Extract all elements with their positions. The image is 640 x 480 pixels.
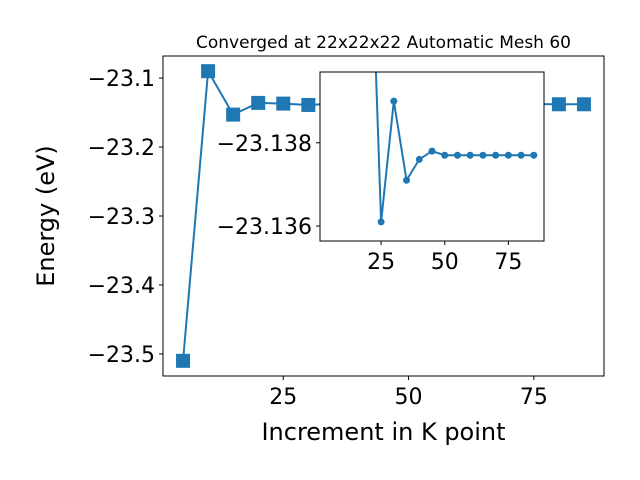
- chart-title: Converged at 22x22x22 Automatic Mesh 60: [196, 33, 571, 53]
- marker: [551, 97, 566, 112]
- marker: [479, 151, 487, 159]
- marker: [390, 97, 398, 105]
- x-tick-label: 25: [367, 250, 395, 275]
- marker: [377, 218, 385, 226]
- y-tick-label: −23.5: [88, 343, 155, 368]
- marker: [453, 151, 461, 159]
- x-tick-label: 50: [395, 385, 423, 410]
- plot-area: [374, 72, 538, 226]
- x-tick-label: 50: [431, 250, 459, 275]
- x-tick-label: 25: [269, 385, 297, 410]
- y-tick-label: −23.3: [88, 205, 155, 230]
- axes-frame: [162, 55, 605, 377]
- marker: [251, 95, 266, 110]
- y-tick-label: −23.2: [88, 136, 155, 161]
- marker: [428, 147, 436, 155]
- x-axis-label: Increment in K point: [261, 418, 505, 446]
- marker: [441, 151, 449, 159]
- marker: [576, 97, 591, 112]
- y-tick-label: −23.136: [217, 215, 312, 240]
- y-tick-label: −23.4: [88, 274, 155, 299]
- marker: [201, 64, 216, 79]
- marker: [466, 151, 474, 159]
- marker: [517, 151, 525, 159]
- marker: [415, 155, 423, 163]
- marker: [176, 353, 191, 368]
- marker: [301, 97, 316, 112]
- marker: [403, 176, 411, 184]
- marker: [504, 151, 512, 159]
- marker: [492, 151, 500, 159]
- y-axis-label: Energy (eV): [32, 145, 60, 287]
- y-tick-label: −23.138: [217, 132, 312, 157]
- marker: [276, 96, 291, 111]
- y-tick-label: −23.1: [88, 67, 155, 92]
- x-tick-label: 75: [494, 250, 522, 275]
- marker: [226, 107, 241, 122]
- axes-frame: [319, 71, 545, 242]
- x-tick-label: 75: [520, 385, 548, 410]
- marker: [530, 151, 538, 159]
